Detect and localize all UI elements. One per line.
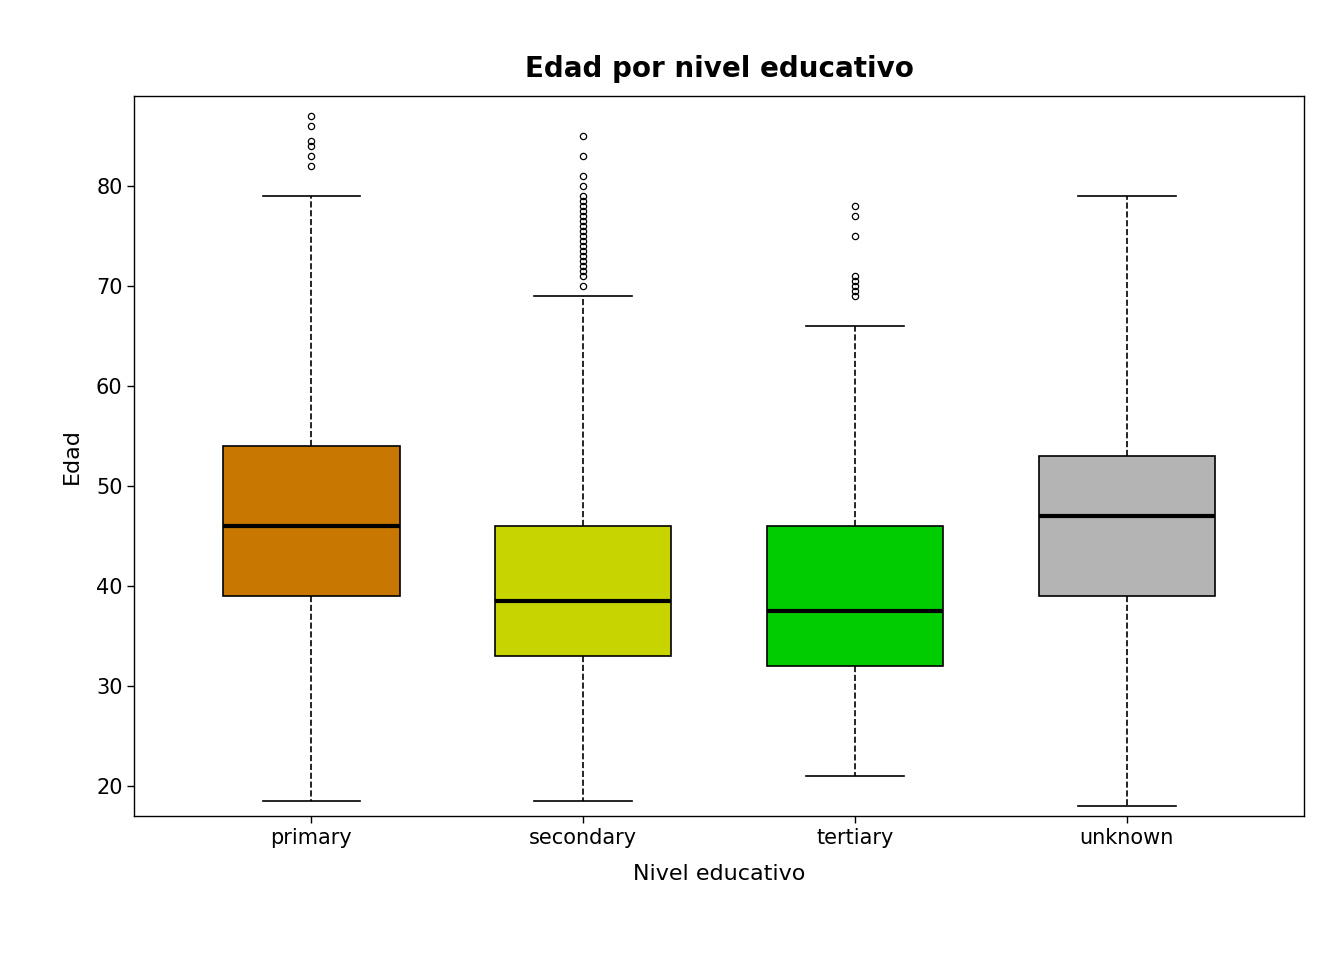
Bar [495, 526, 672, 656]
X-axis label: Nivel educativo: Nivel educativo [633, 864, 805, 884]
Y-axis label: Edad: Edad [62, 428, 82, 484]
Title: Edad por nivel educativo: Edad por nivel educativo [524, 55, 914, 83]
Bar [1039, 456, 1215, 596]
Bar [223, 446, 399, 596]
Bar [766, 526, 943, 666]
